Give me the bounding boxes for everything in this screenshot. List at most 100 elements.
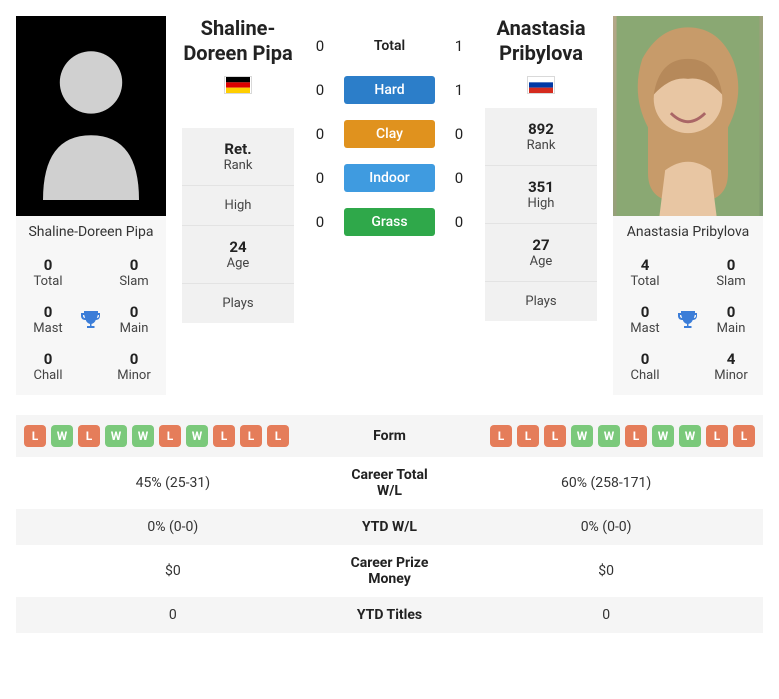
player2-name[interactable]: Anastasia Pribylova [613,216,763,248]
form-result[interactable]: W [186,425,208,447]
h2h-p2-score: 0 [449,125,469,143]
player1-card: Shaline-Doreen Pipa 0Total 0Slam 0Mast 0… [16,16,166,395]
form-result[interactable]: W [105,425,127,447]
p1-slam: 0Slam [106,256,162,289]
p1-plays: Plays [182,284,294,323]
player1-heading[interactable]: Shaline-Doreen Pipa [178,16,298,66]
p1-age: 24Age [182,226,294,284]
h2h-surfaces: 0Total10Hard10Clay00Indoor00Grass0 [310,16,469,236]
form-result[interactable]: L [213,425,235,447]
form-result[interactable]: W [51,425,73,447]
h2h-row-total: 0 Total 1 [310,32,469,60]
h2h-p1-score: 0 [310,37,330,55]
form-result[interactable]: L [159,425,181,447]
player1-photo[interactable] [16,16,166,216]
p1-career-wl: 45% (25-31) [16,457,330,509]
player2-info: 892Rank 351High 27Age Plays [485,108,597,321]
p2-main: 0Main [703,303,759,336]
form-result[interactable]: L [240,425,262,447]
h2h-p2-score: 1 [449,81,469,99]
player1-form: LWLWWLWLLL [24,425,322,447]
h2h-p2-score: 1 [449,37,469,55]
player1-name[interactable]: Shaline-Doreen Pipa [16,216,166,248]
table-row: LWLWWLWLLL Form LLLWWLWWLL [16,415,763,457]
prize-label: Career Prize Money [330,545,450,597]
player2-card: Anastasia Pribylova 4Total 0Slam 0Mast 0… [613,16,763,395]
career-wl-label: Career Total W/L [330,457,450,509]
p1-prize: $0 [16,545,330,597]
h2h-p2-score: 0 [449,213,469,231]
p2-slam: 0Slam [703,256,759,289]
p2-mast: 0Mast [617,303,673,336]
h2h-row-hard: 0 Hard 1 [310,76,469,104]
p1-ytd-wl: 0% (0-0) [16,509,330,545]
h2h-row-indoor: 0 Indoor 0 [310,164,469,192]
p2-career-wl: 60% (258-171) [449,457,763,509]
p2-prize: $0 [449,545,763,597]
germany-flag-icon [224,76,252,94]
p2-plays: Plays [485,282,597,321]
p2-high: 351High [485,166,597,224]
surface-indoor[interactable]: Indoor [344,164,435,192]
surface-hard[interactable]: Hard [344,76,435,104]
player1-name-block: Shaline-Doreen Pipa [178,16,298,94]
h2h-p1-score: 0 [310,213,330,231]
form-result[interactable]: L [544,425,566,447]
p1-minor: 0Minor [106,350,162,383]
h2h-p2-score: 0 [449,169,469,187]
ytd-titles-label: YTD Titles [330,597,450,633]
player2-heading[interactable]: Anastasia Pribylova [481,16,601,66]
player2-form: LLLWWLWWLL [457,425,755,447]
form-result[interactable]: L [490,425,512,447]
head-to-head-top: Shaline-Doreen Pipa 0Total 0Slam 0Mast 0… [16,16,763,395]
p2-rank: 892Rank [485,108,597,166]
table-row: 0 YTD Titles 0 [16,597,763,633]
player1-titles: 0Total 0Slam 0Mast 0Main 0Chall 0Minor [16,248,166,395]
player2-titles: 4Total 0Slam 0Mast 0Main 0Chall 4Minor [613,248,763,395]
trophy-icon [79,308,103,332]
p2-chall: 0Chall [617,350,673,383]
p2-ytd-titles: 0 [449,597,763,633]
p2-age: 27Age [485,224,597,282]
form-label: Form [330,415,450,457]
player2-name-block: Anastasia Pribylova [481,16,601,94]
form-result[interactable]: W [598,425,620,447]
h2h-p1-score: 0 [310,81,330,99]
form-result[interactable]: W [571,425,593,447]
p1-total: 0Total [20,256,76,289]
form-result[interactable]: L [517,425,539,447]
p1-mast: 0Mast [20,303,76,336]
form-result[interactable]: L [706,425,728,447]
table-row: 0% (0-0) YTD W/L 0% (0-0) [16,509,763,545]
table-row: 45% (25-31) Career Total W/L 60% (258-17… [16,457,763,509]
player2-photo[interactable] [613,16,763,216]
p2-ytd-wl: 0% (0-0) [449,509,763,545]
form-result[interactable]: W [652,425,674,447]
comparison-table: LWLWWLWLLL Form LLLWWLWWLL 45% (25-31) C… [16,415,763,633]
form-result[interactable]: L [733,425,755,447]
surface-grass[interactable]: Grass [344,208,435,236]
form-result[interactable]: L [267,425,289,447]
p1-chall: 0Chall [20,350,76,383]
table-row: $0 Career Prize Money $0 [16,545,763,597]
p1-rank: Ret.Rank [182,128,294,186]
silhouette-icon [31,31,151,201]
p2-minor: 4Minor [703,350,759,383]
player1-info: Ret.Rank High 24Age Plays [182,128,294,323]
surface-total: Total [344,32,435,60]
surface-clay[interactable]: Clay [344,120,435,148]
h2h-p1-score: 0 [310,169,330,187]
p1-main: 0Main [106,303,162,336]
form-result[interactable]: L [625,425,647,447]
player2-portrait-icon [613,16,763,216]
form-result[interactable]: W [679,425,701,447]
p1-high: High [182,186,294,226]
p2-total: 4Total [617,256,673,289]
form-result[interactable]: L [78,425,100,447]
form-result[interactable]: L [24,425,46,447]
ytd-wl-label: YTD W/L [330,509,450,545]
p1-ytd-titles: 0 [16,597,330,633]
h2h-row-clay: 0Clay0 [310,120,469,148]
h2h-row-grass: 0 Grass 0 [310,208,469,236]
form-result[interactable]: W [132,425,154,447]
